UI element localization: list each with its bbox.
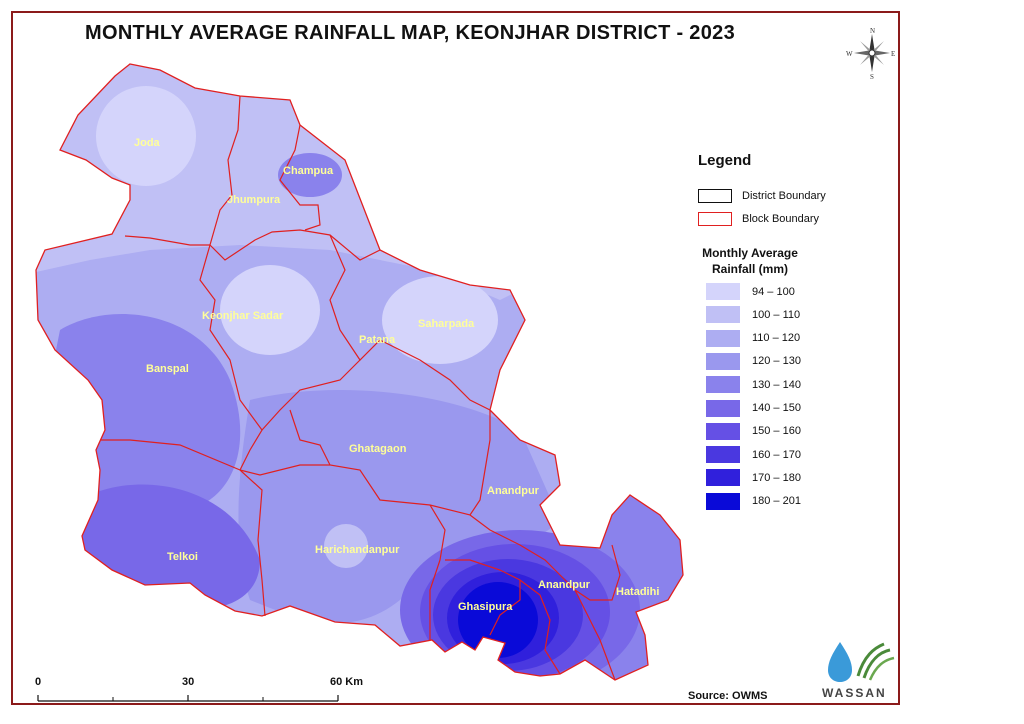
rainfall-class-label: 160 – 170 — [752, 448, 801, 461]
label-keonjhar-sadar: Keonjhar Sadar — [202, 310, 284, 322]
rainfall-class-row: 150 – 160 — [706, 422, 801, 440]
compass-rose-icon: N S E W — [846, 27, 895, 80]
rainfall-class-label: 130 – 140 — [752, 378, 801, 391]
district-boundary — [35, 63, 684, 681]
scale-label-0: 0 — [35, 676, 42, 688]
compass-e: E — [891, 50, 895, 58]
rainfall-class-row: 120 – 130 — [706, 352, 801, 370]
rainfall-class-swatch — [706, 352, 740, 370]
wassan-logo-icon — [828, 642, 895, 682]
rainfall-title-line2: Rainfall (mm) — [711, 262, 788, 276]
map-title: MONTHLY AVERAGE RAINFALL MAP, KEONJHAR D… — [85, 22, 735, 44]
label-patana: Patana — [359, 334, 396, 346]
wassan-logo-text: WASSAN — [822, 686, 887, 700]
rainfall-class-label: 140 – 150 — [752, 402, 801, 414]
label-joda: Joda — [134, 137, 161, 149]
label-anandpur-north: Anandpur — [487, 485, 540, 497]
label-anandpur-south: Anandpur — [538, 579, 591, 591]
rainfall-class-swatch — [706, 469, 740, 487]
block-labels: Joda Champua Jhumpura Keonjhar Sadar Sah… — [134, 137, 659, 613]
rainfall-class-row: 180 – 201 — [706, 492, 801, 510]
rainfall-class-row: 110 – 120 — [706, 329, 801, 347]
rainfall-class-swatch — [706, 492, 740, 510]
rainfall-class-swatch — [706, 306, 740, 324]
rainfall-class-label: 120 – 130 — [752, 355, 801, 368]
scale-bar: 0 30 60 Km — [30, 676, 370, 706]
compass-n: N — [870, 27, 875, 35]
label-ghasipura: Ghasipura — [458, 601, 513, 613]
rainfall-class-label: 94 – 100 — [752, 285, 795, 298]
map-frame — [11, 11, 900, 705]
rainfall-class-label: 110 – 120 — [752, 332, 801, 345]
label-banspal: Banspal — [146, 363, 189, 375]
block-boundary-swatch — [698, 212, 732, 226]
label-hatadihi: Hatadihi — [616, 586, 659, 598]
rainfall-class-swatch — [706, 399, 740, 417]
scale-label-30: 30 — [182, 676, 195, 688]
scale-label-60: 60 Km — [330, 676, 364, 688]
rainfall-class-row: 100 – 110 — [706, 306, 801, 324]
rainfall-class-label: 170 – 180 — [752, 471, 801, 484]
block-boundary-label: Block Boundary — [742, 213, 820, 225]
rainfall-class-row: 170 – 180 — [706, 469, 801, 487]
rainfall-class-label: 150 – 160 — [752, 425, 801, 438]
district-boundary-label: District Boundary — [742, 190, 826, 202]
legend-title: Legend — [698, 152, 752, 169]
rainfall-class-row: 94 – 100 — [706, 283, 795, 300]
rainfall-class-swatch — [706, 283, 740, 300]
label-jhumpura: Jhumpura — [227, 194, 281, 206]
legend-block-boundary: Block Boundary — [698, 211, 819, 227]
rainfall-class-swatch — [706, 422, 740, 440]
rainfall-class-swatch — [706, 376, 740, 394]
rainfall-class-swatch — [706, 329, 740, 347]
label-saharpada: Saharpada — [418, 318, 475, 330]
rainfall-class-label: 180 – 201 — [752, 495, 801, 508]
district-boundary-swatch — [698, 189, 732, 203]
rainfall-class-row: 140 – 150 — [706, 399, 801, 417]
label-telkoi: Telkoi — [167, 551, 198, 563]
rainfall-class-row: 160 – 170 — [706, 446, 801, 464]
compass-w: W — [846, 50, 853, 58]
legend-district-boundary: District Boundary — [698, 188, 826, 204]
rainfall-title-line1: Monthly Average — [702, 246, 798, 260]
label-champua: Champua — [283, 165, 334, 177]
rainfall-class-label: 100 – 110 — [752, 308, 801, 321]
label-ghatagaon: Ghatagaon — [349, 443, 407, 455]
rainfall-class-row: 130 – 140 — [706, 376, 801, 394]
compass-s: S — [870, 73, 874, 80]
label-harichandanpur: Harichandanpur — [315, 544, 400, 556]
rainfall-class-swatch — [706, 446, 740, 464]
rainfall-legend-title: Monthly Average Rainfall (mm) — [680, 245, 820, 277]
scale-bar-graphic — [37, 695, 339, 702]
block-boundaries — [100, 95, 621, 681]
rainfall-map: Joda Champua Jhumpura Keonjhar Sadar Sah… — [35, 63, 684, 681]
source-credit: Source: OWMS — [688, 690, 768, 702]
